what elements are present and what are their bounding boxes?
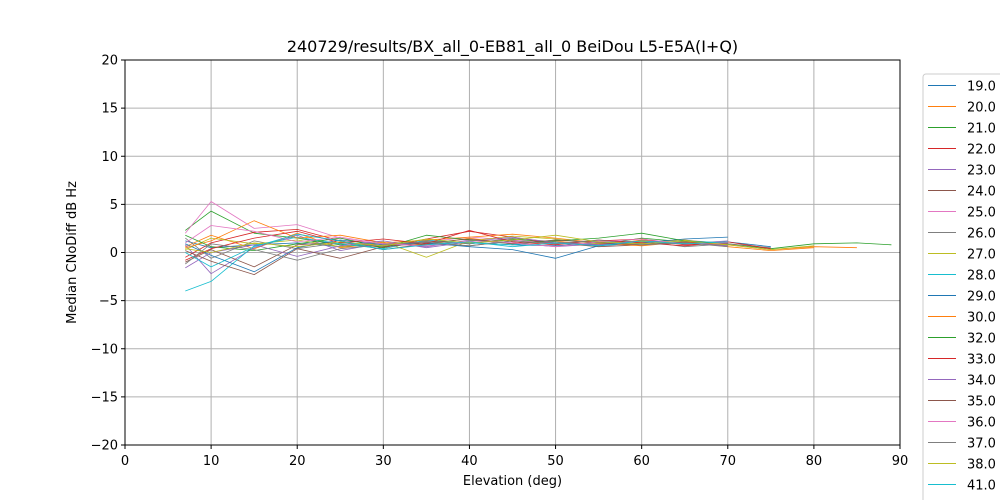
legend-label: 33.0 bbox=[967, 353, 996, 368]
series-line-37-0 bbox=[185, 239, 728, 265]
x-tick-label: 70 bbox=[720, 454, 737, 469]
legend-label: 23.0 bbox=[967, 164, 996, 179]
x-tick-label: 90 bbox=[892, 454, 909, 469]
series-line-32-0 bbox=[185, 232, 728, 252]
y-tick-label: −20 bbox=[91, 439, 118, 454]
x-tick-label: 60 bbox=[633, 454, 650, 469]
legend-label: 21.0 bbox=[967, 122, 996, 137]
legend-label: 35.0 bbox=[967, 395, 996, 410]
legend: 19.0 20.0 21.0 22.0 23.0 24.0 25.0 26.0 27.0 28.0… bbox=[922, 73, 1000, 500]
legend-label: 29.0 bbox=[967, 290, 996, 305]
legend-label: 24.0 bbox=[967, 185, 996, 200]
x-axis-ticks: 0 10 20 30 40 50 60 70 80 90 bbox=[121, 445, 908, 469]
x-axis-title: Elevation (deg) bbox=[463, 474, 562, 489]
legend-label: 20.0 bbox=[967, 101, 996, 116]
y-axis-ticks: 20 15 10 5 0 −5 −10 −15 −20 bbox=[91, 54, 125, 454]
y-tick-label: −15 bbox=[91, 390, 118, 405]
x-tick-label: 10 bbox=[203, 454, 220, 469]
legend-label: 27.0 bbox=[967, 248, 996, 263]
y-tick-label: −10 bbox=[91, 342, 118, 357]
chart-title: 240729/results/BX_all_0-EB81_all_0 BeiDo… bbox=[287, 37, 738, 57]
x-tick-label: 80 bbox=[806, 454, 823, 469]
legend-label: 22.0 bbox=[967, 143, 996, 158]
legend-label: 37.0 bbox=[967, 437, 996, 452]
x-tick-label: 30 bbox=[375, 454, 392, 469]
y-tick-label: −5 bbox=[99, 294, 118, 309]
legend-label: 25.0 bbox=[967, 206, 996, 221]
y-tick-label: 15 bbox=[101, 102, 118, 117]
x-tick-label: 20 bbox=[289, 454, 306, 469]
y-tick-label: 10 bbox=[101, 150, 118, 165]
legend-frame bbox=[922, 73, 1000, 500]
legend-items: 19.0 20.0 21.0 22.0 23.0 24.0 25.0 26.0 27.0 28.0… bbox=[928, 80, 996, 494]
legend-label: 28.0 bbox=[967, 269, 996, 284]
legend-label: 38.0 bbox=[967, 458, 996, 473]
series-lines bbox=[184, 201, 892, 292]
legend-label: 19.0 bbox=[967, 80, 996, 95]
y-tick-label: 20 bbox=[101, 54, 118, 69]
legend-label: 32.0 bbox=[967, 332, 996, 347]
y-tick-label: 5 bbox=[110, 198, 118, 213]
x-tick-label: 40 bbox=[461, 454, 478, 469]
x-tick-label: 50 bbox=[547, 454, 564, 469]
y-axis-title: Median CNoDiff dB Hz bbox=[65, 181, 80, 324]
legend-label: 30.0 bbox=[967, 311, 996, 326]
legend-label: 36.0 bbox=[967, 416, 996, 431]
x-tick-label: 0 bbox=[121, 454, 129, 469]
legend-label: 34.0 bbox=[967, 374, 996, 389]
legend-label: 41.0 bbox=[967, 479, 996, 494]
legend-label: 26.0 bbox=[967, 227, 996, 242]
series-line-33-0 bbox=[185, 229, 771, 261]
series-line-41-0 bbox=[185, 233, 728, 268]
y-tick-label: 0 bbox=[110, 246, 118, 261]
